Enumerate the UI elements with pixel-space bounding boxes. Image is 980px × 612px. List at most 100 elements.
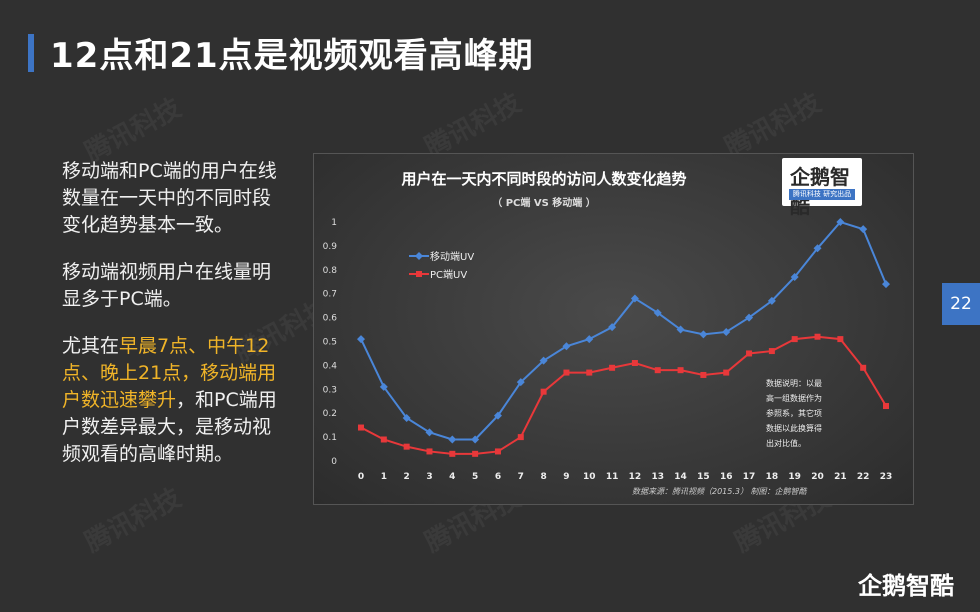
x-tick-label: 6 <box>495 472 501 482</box>
data-point-mobile <box>402 413 411 422</box>
data-point-mobile <box>767 296 776 305</box>
x-tick-label: 9 <box>563 472 569 482</box>
data-point-mobile <box>836 218 845 226</box>
data-point-pc <box>517 434 524 441</box>
y-tick-label: 0.4 <box>323 361 338 371</box>
legend-marker <box>416 271 422 277</box>
data-point-pc <box>700 371 707 378</box>
x-tick-label: 22 <box>857 472 870 482</box>
y-tick-label: 0.9 <box>323 242 338 252</box>
chart-note-line: 数据以此换算得 <box>766 423 822 433</box>
data-point-pc <box>586 369 593 376</box>
data-point-pc <box>860 364 867 371</box>
x-tick-label: 18 <box>766 472 779 482</box>
data-point-pc <box>494 448 501 455</box>
chart-note-line: 出对比值。 <box>766 438 806 448</box>
data-point-mobile <box>790 272 799 281</box>
data-point-mobile <box>699 330 708 339</box>
x-tick-label: 5 <box>472 472 478 482</box>
data-point-pc <box>403 443 410 450</box>
logo-text: 企鹅智酷 <box>790 165 850 218</box>
y-tick-label: 0.7 <box>323 290 337 300</box>
paragraph-3-tail: ，和PC端用户数差异最大，是移动视频观看的高峰时期。 <box>62 389 277 465</box>
y-tick-label: 0.5 <box>323 338 337 348</box>
data-point-pc <box>883 403 889 410</box>
x-tick-label: 21 <box>834 472 847 482</box>
data-point-pc <box>426 448 433 455</box>
logo-subtitle: 腾讯科技 研究出品 <box>789 189 855 200</box>
data-point-pc <box>723 369 730 376</box>
data-point-pc <box>380 436 387 443</box>
data-point-mobile <box>676 325 685 334</box>
y-tick-label: 0.3 <box>323 385 337 395</box>
y-tick-label: 0 <box>331 457 337 467</box>
data-point-pc <box>449 450 456 457</box>
series-line-pc <box>360 335 887 455</box>
description-text: 移动端和PC端的用户在线数量在一天中的不同时段变化趋势基本一致。 移动端视频用户… <box>62 158 282 488</box>
chart-note-line: 参照系，其它项 <box>766 408 822 418</box>
x-tick-label: 7 <box>518 472 524 482</box>
chart-source: 数据来源：腾讯视频（2015.3） 制图：企鹅智酷 <box>632 487 808 496</box>
data-point-mobile <box>813 244 822 253</box>
x-tick-label: 2 <box>404 472 410 482</box>
data-point-mobile <box>539 356 548 365</box>
x-tick-label: 8 <box>540 472 546 482</box>
x-tick-label: 10 <box>583 472 596 482</box>
chart-note-line: 高一组数据作为 <box>766 393 822 403</box>
x-tick-label: 17 <box>743 472 756 482</box>
paragraph-3-lead: 尤其在 <box>62 335 120 357</box>
y-tick-label: 0.6 <box>323 314 338 324</box>
data-point-mobile <box>471 435 480 444</box>
description-paragraph-2: 移动端视频用户在线量明显多于PC端。 <box>62 261 272 310</box>
page-title: 12点和21点是视频观看高峰期 <box>50 36 534 76</box>
x-tick-label: 19 <box>788 472 801 482</box>
legend-label: PC端UV <box>430 268 467 281</box>
y-tick-label: 0.2 <box>323 409 337 419</box>
brand-logo: 企鹅智酷 <box>858 572 954 600</box>
data-point-pc <box>654 367 661 374</box>
data-point-pc <box>609 364 616 371</box>
data-point-pc <box>814 333 821 340</box>
x-tick-label: 11 <box>606 472 619 482</box>
x-tick-label: 23 <box>880 472 893 482</box>
logo-badge: 企鹅智酷 腾讯科技 研究出品 <box>782 158 862 218</box>
data-point-pc <box>563 369 570 376</box>
data-point-mobile <box>630 294 639 303</box>
description-paragraph-3: 尤其在早晨7点、中午12点、晚上21点，移动端用户数迅速攀升，和PC端用户数差异… <box>62 333 282 468</box>
data-point-mobile <box>608 323 617 332</box>
data-point-mobile <box>882 280 890 289</box>
line-chart: 用户在一天内不同时段的访问人数变化趋势 （ PC端 VS 移动端 ） 0 0.1 0.2… <box>323 170 893 496</box>
x-tick-label: 15 <box>697 472 710 482</box>
x-tick-label: 3 <box>426 472 432 482</box>
data-point-mobile <box>379 382 388 391</box>
x-tick-label: 20 <box>811 472 824 482</box>
data-point-mobile <box>653 308 662 317</box>
description-paragraph-1: 移动端和PC端的用户在线数量在一天中的不同时段变化趋势基本一致。 <box>62 160 277 236</box>
data-point-pc <box>631 360 638 367</box>
data-point-mobile <box>448 435 457 444</box>
chart-title: 用户在一天内不同时段的访问人数变化趋势 <box>401 170 686 188</box>
data-point-pc <box>791 336 798 343</box>
data-point-pc <box>746 350 753 357</box>
data-point-pc <box>358 424 364 431</box>
chart-subtitle: （ PC端 VS 移动端 ） <box>492 196 596 209</box>
x-tick-label: 13 <box>651 472 664 482</box>
y-tick-label: 0.1 <box>323 433 337 443</box>
title-accent-bar <box>28 34 34 72</box>
x-tick-label: 14 <box>674 472 687 482</box>
x-tick-label: 0 <box>358 472 364 482</box>
data-point-pc <box>472 450 479 457</box>
data-point-pc <box>540 388 547 395</box>
x-tick-label: 1 <box>381 472 387 482</box>
data-point-mobile <box>516 378 525 387</box>
data-point-mobile <box>357 335 365 344</box>
legend-label: 移动端UV <box>430 250 474 263</box>
y-tick-label: 1 <box>331 218 337 228</box>
y-tick-label: 0.8 <box>323 266 338 276</box>
data-point-pc <box>677 367 684 374</box>
paragraph-3-highlight: 早晨7点、中午12点、晚上21点，移动端用户数迅速攀升 <box>62 335 277 411</box>
data-point-mobile <box>722 327 731 336</box>
data-point-mobile <box>425 428 434 437</box>
data-point-pc <box>768 348 775 355</box>
series-line-mobile <box>360 220 887 441</box>
